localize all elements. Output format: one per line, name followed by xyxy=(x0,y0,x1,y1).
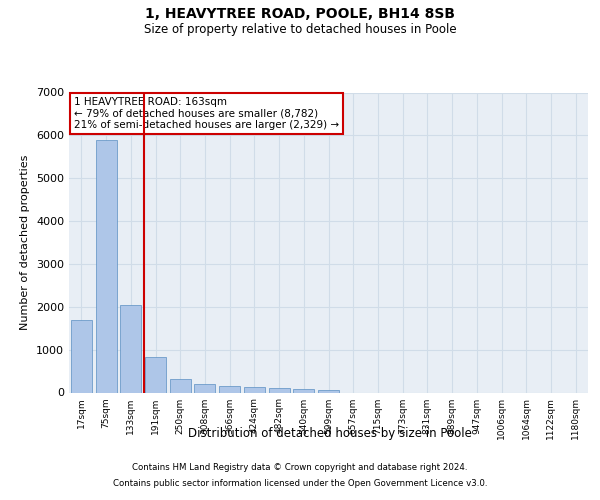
Text: 1, HEAVYTREE ROAD, POOLE, BH14 8SB: 1, HEAVYTREE ROAD, POOLE, BH14 8SB xyxy=(145,8,455,22)
Bar xyxy=(71,320,92,392)
Text: Contains HM Land Registry data © Crown copyright and database right 2024.: Contains HM Land Registry data © Crown c… xyxy=(132,464,468,472)
Text: Size of property relative to detached houses in Poole: Size of property relative to detached ho… xyxy=(143,22,457,36)
Bar xyxy=(194,384,215,392)
Y-axis label: Number of detached properties: Number of detached properties xyxy=(20,155,31,330)
Bar xyxy=(170,379,191,392)
Bar xyxy=(145,358,166,392)
Text: Distribution of detached houses by size in Poole: Distribution of detached houses by size … xyxy=(188,428,472,440)
Bar xyxy=(318,390,339,392)
Text: Contains public sector information licensed under the Open Government Licence v3: Contains public sector information licen… xyxy=(113,478,487,488)
Bar xyxy=(120,304,141,392)
Bar xyxy=(95,140,116,392)
Bar xyxy=(293,389,314,392)
Bar xyxy=(219,386,240,392)
Bar xyxy=(269,388,290,392)
Text: 1 HEAVYTREE ROAD: 163sqm
← 79% of detached houses are smaller (8,782)
21% of sem: 1 HEAVYTREE ROAD: 163sqm ← 79% of detach… xyxy=(74,97,340,130)
Bar xyxy=(244,388,265,392)
